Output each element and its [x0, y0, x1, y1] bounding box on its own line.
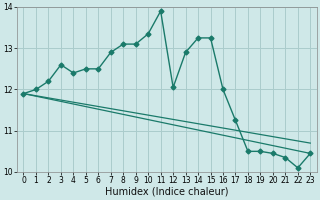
X-axis label: Humidex (Indice chaleur): Humidex (Indice chaleur) — [105, 187, 229, 197]
